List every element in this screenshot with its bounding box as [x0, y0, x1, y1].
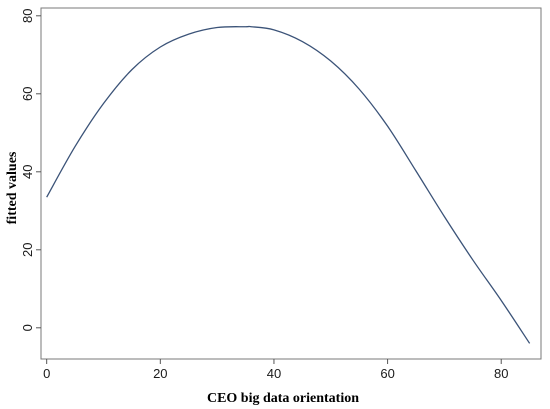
x-tick-label: 60: [380, 366, 394, 381]
y-axis-title: fitted values: [5, 151, 20, 224]
y-tick-label: 20: [20, 243, 35, 257]
y-axis: 0 20 40 60 80: [20, 9, 41, 331]
x-tick-label: 20: [153, 366, 167, 381]
x-tick-label: 0: [43, 366, 50, 381]
fitted-values-line: [46, 25, 531, 344]
x-axis: 0 20 40 60 80: [43, 359, 508, 381]
x-tick-label: 80: [494, 366, 508, 381]
y-tick-label: 60: [20, 87, 35, 101]
plot-area: [40, 7, 542, 360]
x-axis-title: CEO big data orientation: [207, 391, 359, 406]
y-tick-label: 0: [20, 324, 35, 331]
y-tick-label: 40: [20, 165, 35, 179]
y-tick-label: 80: [20, 9, 35, 23]
x-tick-label: 40: [267, 366, 281, 381]
